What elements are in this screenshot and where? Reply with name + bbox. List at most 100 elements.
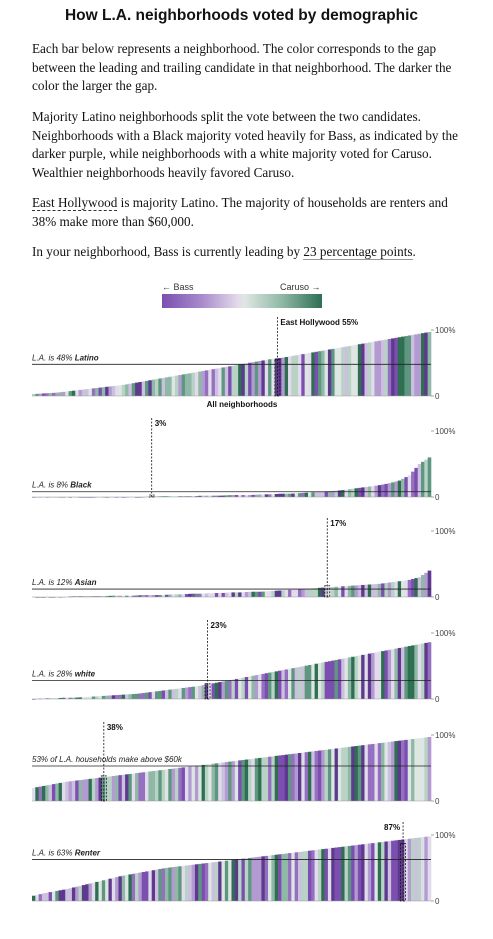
neighborhood-bar[interactable] xyxy=(51,698,56,699)
neighborhood-bar[interactable] xyxy=(91,696,96,699)
neighborhood-bar[interactable] xyxy=(231,859,236,901)
neighborhood-bar[interactable] xyxy=(214,763,219,801)
neighborhood-bar[interactable] xyxy=(248,857,252,901)
neighborhood-bar[interactable] xyxy=(91,596,96,597)
neighborhood-bar[interactable] xyxy=(148,380,152,396)
neighborhood-link[interactable]: East Hollywood xyxy=(32,195,118,211)
neighborhood-bar[interactable] xyxy=(231,365,236,396)
neighborhood-bar[interactable] xyxy=(291,493,295,497)
neighborhood-bar[interactable] xyxy=(188,865,192,901)
neighborhood-bar[interactable] xyxy=(71,596,76,597)
neighborhood-bar[interactable] xyxy=(424,836,428,901)
neighborhood-bar[interactable] xyxy=(214,495,219,497)
neighborhood-bar[interactable] xyxy=(194,372,199,396)
neighborhood-bar[interactable] xyxy=(88,388,93,396)
neighborhood-bar[interactable] xyxy=(194,593,199,597)
neighborhood-bar[interactable] xyxy=(131,383,136,396)
neighborhood-bar[interactable] xyxy=(377,485,382,497)
neighborhood-bar[interactable] xyxy=(111,695,116,699)
neighborhood-bar[interactable] xyxy=(158,595,162,597)
neighborhood-bar[interactable] xyxy=(155,691,159,699)
neighborhood-bar[interactable] xyxy=(307,492,312,497)
neighborhood-bar[interactable] xyxy=(201,863,206,901)
neighborhood-bar[interactable] xyxy=(304,588,309,597)
neighborhood-bar[interactable] xyxy=(238,495,242,497)
neighborhood-bar[interactable] xyxy=(228,366,232,396)
neighborhood-bar[interactable] xyxy=(128,383,133,396)
neighborhood-bar[interactable] xyxy=(168,376,172,396)
neighborhood-bar[interactable] xyxy=(298,354,302,396)
neighborhood-bar[interactable] xyxy=(191,372,196,396)
neighborhood-bar[interactable] xyxy=(125,774,129,801)
neighborhood-bar[interactable] xyxy=(224,592,229,597)
neighborhood-bar[interactable] xyxy=(274,854,279,901)
neighborhood-bar[interactable] xyxy=(141,595,146,597)
neighborhood-bar[interactable] xyxy=(357,344,362,396)
neighborhood-bar[interactable] xyxy=(184,766,189,801)
neighborhood-bar[interactable] xyxy=(121,595,126,597)
neighborhood-bar[interactable] xyxy=(145,871,149,901)
neighborhood-bar[interactable] xyxy=(261,757,266,801)
neighborhood-bar[interactable] xyxy=(138,772,143,801)
neighborhood-bar[interactable] xyxy=(288,668,292,699)
neighborhood-bar[interactable] xyxy=(427,457,432,497)
neighborhood-bar[interactable] xyxy=(141,693,146,699)
neighborhood-bar[interactable] xyxy=(268,591,272,597)
neighborhood-bar[interactable] xyxy=(128,773,133,801)
neighborhood-bar[interactable] xyxy=(374,652,379,699)
neighborhood-bar[interactable] xyxy=(125,595,129,597)
neighborhood-bar[interactable] xyxy=(115,877,119,901)
neighborhood-bar[interactable] xyxy=(354,845,359,901)
neighborhood-bar[interactable] xyxy=(411,578,415,597)
neighborhood-bar[interactable] xyxy=(45,892,49,901)
neighborhood-bar[interactable] xyxy=(424,572,428,597)
neighborhood-bar[interactable] xyxy=(404,646,409,699)
neighborhood-bar[interactable] xyxy=(218,495,222,497)
neighborhood-bar[interactable] xyxy=(321,849,325,901)
neighborhood-bar[interactable] xyxy=(211,763,216,801)
neighborhood-bar[interactable] xyxy=(165,377,169,396)
neighborhood-bar[interactable] xyxy=(374,743,379,801)
neighborhood-bar[interactable] xyxy=(371,584,375,597)
neighborhood-bar[interactable] xyxy=(357,487,362,497)
neighborhood-bar[interactable] xyxy=(294,852,299,901)
neighborhood-bar[interactable] xyxy=(198,863,202,901)
neighborhood-bar[interactable] xyxy=(115,695,119,699)
neighborhood-bar[interactable] xyxy=(291,753,295,801)
neighborhood-bar[interactable] xyxy=(337,586,342,597)
neighborhood-bar[interactable] xyxy=(407,739,412,801)
neighborhood-bar[interactable] xyxy=(218,368,222,396)
neighborhood-bar[interactable] xyxy=(148,595,152,597)
neighborhood-bar[interactable] xyxy=(264,757,269,801)
neighborhood-bar[interactable] xyxy=(404,739,409,801)
neighborhood-bar[interactable] xyxy=(274,494,279,497)
neighborhood-bar[interactable] xyxy=(407,579,412,597)
neighborhood-bar[interactable] xyxy=(364,843,369,901)
neighborhood-bar[interactable] xyxy=(278,670,282,699)
neighborhood-bar[interactable] xyxy=(351,746,355,801)
neighborhood-bar[interactable] xyxy=(38,786,43,801)
neighborhood-bar[interactable] xyxy=(291,589,295,597)
neighborhood-bar[interactable] xyxy=(281,493,285,497)
neighborhood-bar[interactable] xyxy=(361,487,365,497)
neighborhood-bar[interactable] xyxy=(258,494,262,497)
neighborhood-bar[interactable] xyxy=(65,391,69,396)
neighborhood-bar[interactable] xyxy=(311,352,315,396)
neighborhood-bar[interactable] xyxy=(391,482,395,497)
neighborhood-bar[interactable] xyxy=(251,591,256,597)
neighborhood-bar[interactable] xyxy=(354,746,359,801)
neighborhood-bar[interactable] xyxy=(155,379,159,396)
neighborhood-bar[interactable] xyxy=(88,696,93,699)
neighborhood-bar[interactable] xyxy=(48,393,53,396)
neighborhood-bar[interactable] xyxy=(161,377,166,396)
neighborhood-bar[interactable] xyxy=(254,591,259,597)
neighborhood-bar[interactable] xyxy=(221,495,226,497)
neighborhood-bar[interactable] xyxy=(51,784,56,801)
neighborhood-bar[interactable] xyxy=(191,766,196,801)
neighborhood-bar[interactable] xyxy=(241,858,246,901)
neighborhood-bar[interactable] xyxy=(381,484,385,497)
neighborhood-bar[interactable] xyxy=(91,778,96,801)
neighborhood-bar[interactable] xyxy=(421,737,425,801)
neighborhood-bar[interactable] xyxy=(78,885,83,901)
neighborhood-bar[interactable] xyxy=(48,892,53,901)
